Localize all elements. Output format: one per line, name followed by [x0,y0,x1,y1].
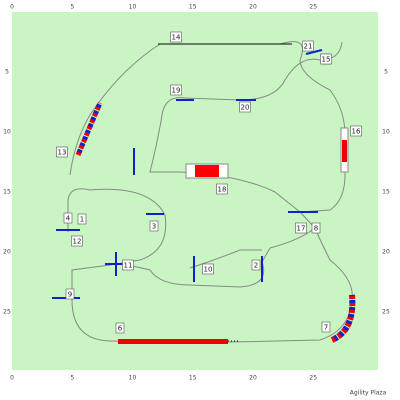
label-box [321,321,331,333]
x-axis-label: 10 [129,4,137,11]
label-text: 4 [66,215,71,223]
label-text: 10 [204,266,213,274]
axes: 0 0 5 5 10 10 15 15 20 20 25 25 5 5 10 10 15 15 20 20 25 25 [3,4,390,382]
label-box [65,288,75,300]
label-text: 2 [254,262,258,270]
x-axis-label: 25 [309,4,317,11]
obstacles [52,43,356,344]
x-axis-label: 5 [70,4,74,11]
label-text: 11 [124,262,133,270]
label-text: 14 [172,34,181,42]
label-text: 6 [118,325,123,333]
x-axis-label: 20 [249,4,257,11]
label-text: 19 [172,87,181,95]
obstacle-label: 2 [251,259,261,271]
y-axis-label: 20 [382,249,390,256]
label-box [295,222,307,234]
x-axis-label: 25 [309,375,317,382]
label-box [320,53,332,65]
obstacle-label: 20 [239,101,251,113]
obstacle-label: 11 [122,259,134,271]
obstacle-label: 7 [321,321,331,333]
label-box [311,222,321,234]
obstacle-label: 21 [302,40,314,52]
obstacle-label: 14 [170,31,182,43]
label-box [63,212,73,224]
obstacle-label: 19 [170,84,182,96]
label-text: 3 [152,223,156,231]
label-box [170,84,182,96]
obstacle-labels: 123456789101112131415161718192021 [56,31,362,334]
label-text: 17 [297,225,306,233]
y-axis-label: 10 [382,129,390,136]
obstacle-label: 6 [115,322,125,334]
obstacle-label: 3 [149,220,159,232]
obstacle-label: 18 [216,183,228,195]
y-axis-label: 15 [382,189,390,196]
label-text: 13 [58,149,67,157]
obstacle-label: 12 [71,235,83,247]
obstacle-label: 4 [63,212,73,224]
label-box [122,259,134,271]
x-axis-label: 10 [129,375,137,382]
obstacle-label: 17 [295,222,307,234]
x-axis-label: 5 [70,375,74,382]
label-text: 16 [352,128,361,136]
label-box [251,259,261,271]
label-box [202,263,214,275]
obstacle-label: 16 [350,125,362,137]
label-box [77,213,87,225]
y-axis-label: 5 [384,69,388,76]
label-box [216,183,228,195]
x-axis-label: 15 [189,375,197,382]
label-box [350,125,362,137]
footer: Agility Plaza [350,390,387,397]
obstacle-label: 10 [202,263,214,275]
label-text: 15 [322,56,331,64]
label-box [149,220,159,232]
x-axis-label: 0 [10,375,14,382]
y-axis-label: 15 [3,189,11,196]
label-text: 7 [324,324,328,332]
label-text: 12 [73,238,82,246]
obstacle-label: 1 [77,213,87,225]
x-axis-label: 20 [249,375,257,382]
y-axis-label: 20 [3,249,11,256]
field [12,12,378,370]
label-box [115,322,125,334]
label-text: 9 [68,291,72,299]
label-box [302,40,314,52]
obstacle-label: 8 [311,222,321,234]
label-box [239,101,251,113]
label-text: 8 [314,225,318,233]
obstacle-label: 9 [65,288,75,300]
y-axis-label: 25 [3,309,11,316]
x-axis-label: 0 [10,4,14,11]
label-text: 18 [218,186,227,194]
label-box [56,146,68,158]
x-axis-label: 15 [189,4,197,11]
y-axis-label: 25 [382,309,390,316]
label-box [71,235,83,247]
label-text: 1 [80,216,84,224]
label-box [170,31,182,43]
obstacle-label: 13 [56,146,68,158]
label-text: 20 [241,104,250,112]
y-axis-label: 5 [5,69,9,76]
label-text: 21 [304,43,313,51]
y-axis-label: 10 [3,129,11,136]
obstacle-label: 15 [320,53,332,65]
